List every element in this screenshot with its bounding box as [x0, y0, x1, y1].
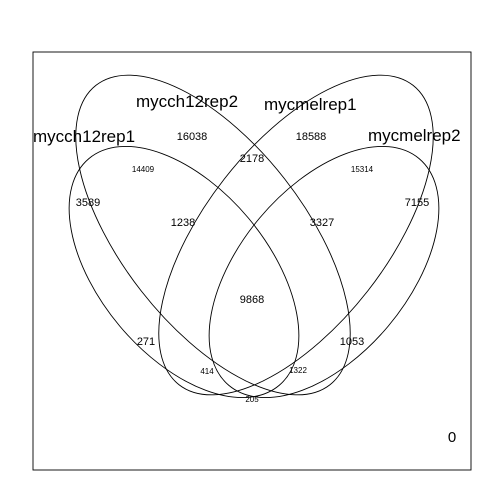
region-count-rep2-melrep1: 2178	[240, 153, 264, 165]
region-count-mycch12rep2-only: 16038	[177, 131, 208, 143]
plot-frame	[32, 51, 472, 471]
set-label-mycch12rep1: mycch12rep1	[33, 127, 135, 146]
set-ellipse-mycmelrep2	[208, 145, 440, 399]
region-count-mycch12rep1-only: 3589	[76, 197, 100, 209]
region-count-mycmelrep2-only: 7155	[405, 197, 429, 209]
set-ellipse-mycmelrep1	[158, 74, 434, 396]
region-count-rep1-melrep1: 205	[245, 395, 259, 404]
set-label-mycmelrep1: mycmelrep1	[264, 95, 357, 114]
region-count-rep1-rep2-melrep2: 414	[200, 367, 214, 376]
region-count-melrep1-melrep2: 15314	[351, 165, 374, 174]
set-ellipse-mycch12rep1	[68, 145, 300, 399]
region-count-mycmelrep1-only: 18588	[296, 131, 327, 143]
region-count-rep2-melrep2: 1053	[340, 336, 364, 348]
region-count-rep2-melrep1-melrep2: 3327	[310, 217, 334, 229]
region-count-rep1-rep2-melrep1: 1238	[171, 217, 195, 229]
set-ellipse-mycch12rep2	[75, 74, 351, 396]
set-label-mycch12rep2: mycch12rep2	[136, 92, 238, 111]
region-count-all-four: 9868	[240, 294, 264, 306]
set-label-mycmelrep2: mycmelrep2	[368, 126, 461, 145]
region-count-rep1-rep2: 14409	[132, 165, 155, 174]
outside-count: 0	[448, 429, 456, 446]
region-count-rep1-melrep2: 271	[137, 336, 155, 348]
region-count-rep1-melrep1-melrep2: 1322	[289, 366, 307, 375]
